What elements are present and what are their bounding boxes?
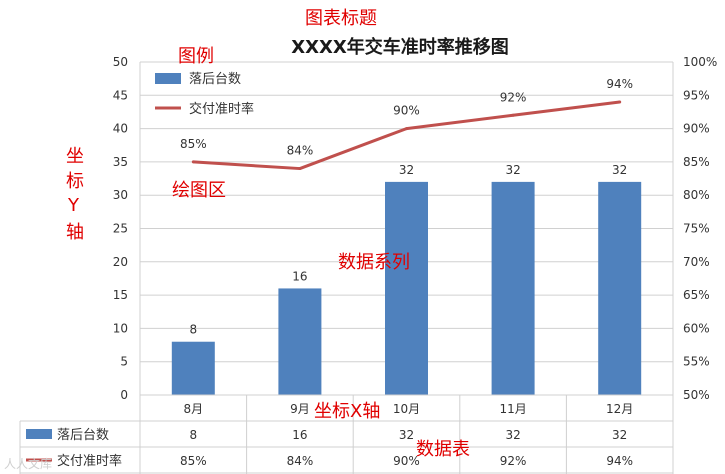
table-cell: 90% xyxy=(393,454,420,468)
line-data-label: 92% xyxy=(500,90,527,104)
y-left-tick-label: 15 xyxy=(113,288,128,302)
line-point xyxy=(191,160,195,164)
table-cell: 8 xyxy=(189,428,197,442)
y-axis-right: 50% 55% 60% 65% 70% 75% 80% 85% 90% 95% 100% xyxy=(683,55,717,402)
table-series-name: 交付准时率 xyxy=(57,453,122,469)
annotation-chart-title: 图表标题 xyxy=(305,8,377,29)
y-right-tick-label: 85% xyxy=(683,155,710,169)
table-cell: 84% xyxy=(287,454,314,468)
legend: 落后台数 交付准时率 xyxy=(155,72,254,117)
line-point xyxy=(511,113,515,117)
annotation-y-axis-4: 轴 xyxy=(66,222,84,243)
y-right-tick-label: 100% xyxy=(683,55,717,69)
y-right-tick-label: 65% xyxy=(683,288,710,302)
x-category-label: 11月 xyxy=(499,402,526,416)
y-left-tick-label: 45 xyxy=(113,88,128,102)
table-cell: 85% xyxy=(180,454,207,468)
y-left-tick-label: 0 xyxy=(120,388,128,402)
y-right-tick-label: 90% xyxy=(683,122,710,136)
bar xyxy=(598,181,642,395)
table-series-name: 落后台数 xyxy=(57,428,109,443)
x-category-label: 10月 xyxy=(393,402,420,416)
annotation-y-axis-1: 坐 xyxy=(66,146,84,167)
bar-data-label: 16 xyxy=(292,269,307,283)
annotation-legend: 图例 xyxy=(178,46,214,67)
y-left-tick-label: 30 xyxy=(113,188,128,202)
table-legend-swatch-bar xyxy=(26,429,52,439)
y-left-tick-label: 35 xyxy=(113,155,128,169)
y-right-tick-label: 80% xyxy=(683,188,710,202)
bar xyxy=(278,288,322,395)
y-right-tick-label: 50% xyxy=(683,388,710,402)
chart-title: XXXX年交车准时率推移图 xyxy=(291,36,509,58)
y-left-tick-label: 50 xyxy=(113,55,128,69)
table-cell: 32 xyxy=(399,428,414,442)
y-left-tick-label: 40 xyxy=(113,122,128,136)
line-point xyxy=(405,127,408,131)
legend-label-bars: 落后台数 xyxy=(189,72,241,87)
legend-swatch-bars xyxy=(155,73,181,84)
annotation-data-table: 数据表 xyxy=(416,439,470,460)
bar-series: 8 16 32 32 32 xyxy=(171,163,642,395)
y-right-tick-label: 75% xyxy=(683,222,710,236)
y-left-tick-label: 25 xyxy=(113,222,128,236)
bar-data-label: 32 xyxy=(612,163,627,177)
y-left-tick-label: 20 xyxy=(113,255,128,269)
line-series: 85% 84% 90% 92% 94% xyxy=(180,77,633,171)
y-left-tick-label: 5 xyxy=(120,355,128,369)
annotation-plot-area: 绘图区 xyxy=(172,180,226,201)
y-axis-left: 0 5 10 15 20 25 30 35 40 45 50 xyxy=(113,55,128,402)
annotation-y-axis-2: 标 xyxy=(66,171,84,192)
line-point xyxy=(298,167,302,171)
x-category-label: 9月 xyxy=(290,402,310,416)
annotation-data-series: 数据系列 xyxy=(338,252,410,273)
y-right-tick-label: 95% xyxy=(683,88,710,102)
line-data-label: 90% xyxy=(393,104,420,118)
line-data-label: 84% xyxy=(287,144,314,158)
watermark: 人人文库 xyxy=(4,456,52,471)
legend-label-line: 交付准时率 xyxy=(189,101,254,117)
bar xyxy=(385,181,428,395)
x-category-label: 12月 xyxy=(606,402,633,416)
bar-data-label: 32 xyxy=(505,163,520,177)
table-cell: 16 xyxy=(292,428,307,442)
bar xyxy=(491,181,535,395)
table-cell: 32 xyxy=(505,428,520,442)
x-category-label: 8月 xyxy=(183,402,203,416)
annotations: 图表标题 图例 坐 标 Y 轴 绘图区 数据系列 坐标X轴 数据表 xyxy=(66,8,470,460)
bar xyxy=(171,341,215,395)
y-right-tick-label: 60% xyxy=(683,321,710,335)
bar-data-label: 8 xyxy=(189,323,197,337)
table-cell: 92% xyxy=(500,454,527,468)
y-left-tick-label: 10 xyxy=(113,321,128,335)
annotation-x-axis: 坐标X轴 xyxy=(314,401,380,422)
table-cell: 94% xyxy=(606,454,633,468)
bar-data-label: 32 xyxy=(399,163,414,177)
line-point xyxy=(618,100,622,104)
line-data-label: 94% xyxy=(606,77,633,91)
annotation-y-axis-3: Y xyxy=(67,195,80,216)
line-data-label: 85% xyxy=(180,137,207,151)
y-right-tick-label: 70% xyxy=(683,255,710,269)
table-cell: 32 xyxy=(612,428,627,442)
y-right-tick-label: 55% xyxy=(683,355,710,369)
